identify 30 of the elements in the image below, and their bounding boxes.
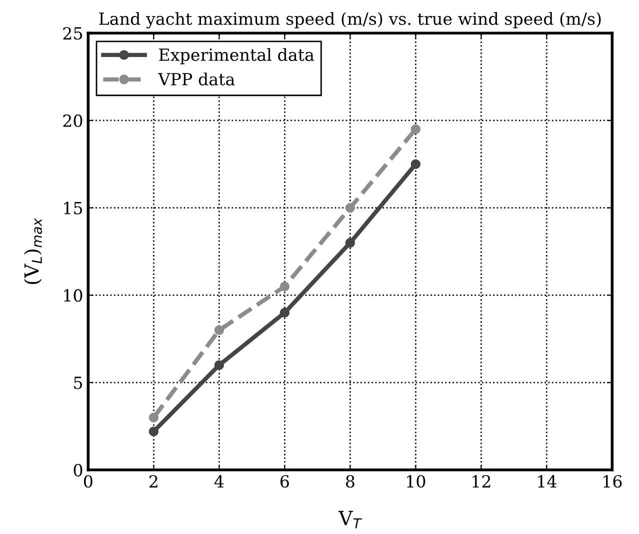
y-axis-title: (V$_{L}$)$_{max}$ [24, 218, 42, 284]
point [148, 426, 159, 436]
chart-title: Land yacht maximum speed (m/s) vs. true wind speed (m/s) [99, 12, 601, 28]
point [410, 159, 421, 170]
y-tick-label: 10 [64, 289, 82, 302]
legend-label: VPP data [158, 72, 235, 86]
point [410, 124, 421, 134]
point [345, 202, 356, 213]
y-tick-label: 0 [74, 464, 82, 476]
point [214, 360, 224, 370]
x-tick-label: 2 [150, 475, 158, 488]
point [345, 238, 356, 248]
point [148, 412, 159, 422]
x-tick-label: 4 [214, 475, 224, 488]
x-tick-label: 10 [407, 475, 426, 488]
x-tick-label: 16 [604, 475, 622, 488]
legend-label: Experimental data [159, 48, 314, 64]
y-tick-label: 25 [63, 27, 82, 40]
x-tick-label: 6 [280, 475, 289, 488]
x-tick-label: 14 [538, 475, 556, 488]
x-tick-label: 0 [84, 475, 92, 488]
x-axis-title: V$_{T}$ [338, 510, 362, 528]
y-tick-label: 5 [74, 376, 82, 390]
point [280, 282, 290, 292]
y-tick-label: 15 [64, 202, 82, 214]
x-tick-label: 12 [472, 475, 490, 488]
x-tick-label: 8 [346, 475, 354, 488]
y-tick-label: 20 [63, 114, 82, 128]
point [280, 308, 290, 318]
point [214, 325, 224, 335]
